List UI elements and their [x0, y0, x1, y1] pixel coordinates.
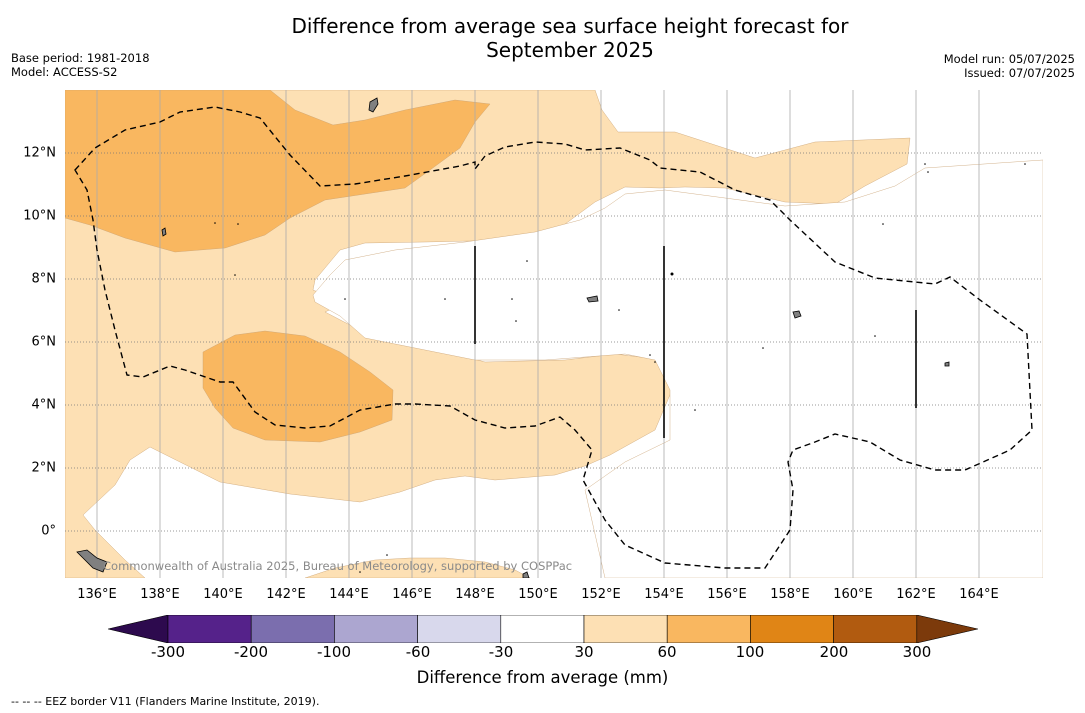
lon-label-146: 146°E [392, 587, 432, 602]
title-line-1: Difference from average sea surface heig… [291, 14, 849, 38]
anomaly-region-60-100-central [202, 330, 394, 443]
lon-label-158: 158°E [770, 587, 810, 602]
colorbar-bin-3 [334, 615, 418, 643]
lon-label-164: 164°E [959, 587, 999, 602]
latitude-gridlines [65, 152, 1043, 532]
island-chuuk [586, 295, 599, 303]
colorbar-bin-7 [666, 615, 751, 643]
colorbar-tick-200: 200 [819, 643, 849, 661]
colorbar-bin-9 [833, 615, 918, 643]
lon-label-160: 160°E [833, 587, 873, 602]
map-svg [65, 90, 1043, 578]
lon-label-144: 144°E [329, 587, 369, 602]
lat-label-4n: 4°N [31, 397, 57, 413]
lat-label-2n: 2°N [31, 460, 57, 476]
lat-label-0: 0° [41, 523, 56, 539]
lon-label-162: 162°E [896, 587, 936, 602]
lon-label-148: 148°E [455, 587, 495, 602]
island-yap [161, 227, 167, 237]
colorbar-tick-300: 300 [902, 643, 932, 661]
lon-label-154: 154°E [644, 587, 684, 602]
sea-height-map [65, 90, 1043, 578]
colorbar-bin-8 [750, 615, 834, 643]
lon-label-138: 138°E [140, 587, 180, 602]
title-line-2: September 2025 [486, 38, 654, 62]
island-new-guinea-west [76, 549, 108, 573]
island-small-east [522, 571, 530, 578]
lat-label-10n: 10°N [23, 208, 56, 224]
issued-date: Issued: 07/07/2025 [964, 66, 1075, 80]
lon-label-136: 136°E [77, 587, 117, 602]
colorbar-bin-2 [250, 615, 335, 643]
colorbar-extend-high [916, 615, 978, 643]
colorbar-bin-1 [167, 615, 252, 643]
island-guam [368, 97, 379, 113]
island-kosrae [944, 361, 950, 367]
colorbar-label: Difference from average (mm) [416, 668, 669, 687]
colorbar-bin-6 [583, 615, 668, 643]
meta-left: Base period: 1981-2018 Model: ACCESS-S2 [11, 51, 150, 79]
longitude-gridlines [96, 90, 980, 578]
lon-label-156: 156°E [707, 587, 747, 602]
base-period: Base period: 1981-2018 [11, 51, 150, 65]
eez-footnote: -- -- -- EEZ border V11 (Flanders Marine… [11, 695, 320, 708]
lon-label-150: 150°E [518, 587, 558, 602]
islands [76, 97, 950, 578]
eez-border [74, 106, 1033, 569]
colorbar-bin-5 [500, 615, 585, 643]
colorbar-tick-m30: -30 [488, 643, 514, 661]
colorbar-tick-m100: -100 [316, 643, 352, 661]
model-run: Model run: 05/07/2025 [943, 52, 1075, 66]
colorbar [108, 615, 978, 643]
lat-label-12n: 12°N [23, 145, 56, 161]
lon-label-152: 152°E [581, 587, 621, 602]
lat-label-8n: 8°N [31, 271, 57, 287]
colorbar-tick-60: 60 [657, 643, 677, 661]
colorbar-tick-100: 100 [735, 643, 765, 661]
colorbar-tick-m60: -60 [405, 643, 431, 661]
map-title: Difference from average sea surface heig… [220, 14, 920, 62]
lon-label-142: 142°E [266, 587, 306, 602]
lat-label-6n: 6°N [31, 334, 57, 350]
colorbar-tick-m200: -200 [233, 643, 269, 661]
colorbar-tick-m300: -300 [150, 643, 186, 661]
island-pohnpei [792, 310, 802, 319]
meta-right: Model run: 05/07/2025 Issued: 07/07/2025 [944, 52, 1075, 80]
small-atolls [214, 163, 1026, 573]
colorbar-tick-30: 30 [574, 643, 594, 661]
colorbar-extend-low [108, 615, 169, 643]
boundary-markers [474, 246, 917, 438]
model-name: Model: ACCESS-S2 [11, 65, 118, 79]
copyright-notice: Commonwealth of Australia 2025, Bureau o… [103, 559, 573, 573]
lon-label-140: 140°E [203, 587, 243, 602]
colorbar-bin-4 [417, 615, 502, 643]
